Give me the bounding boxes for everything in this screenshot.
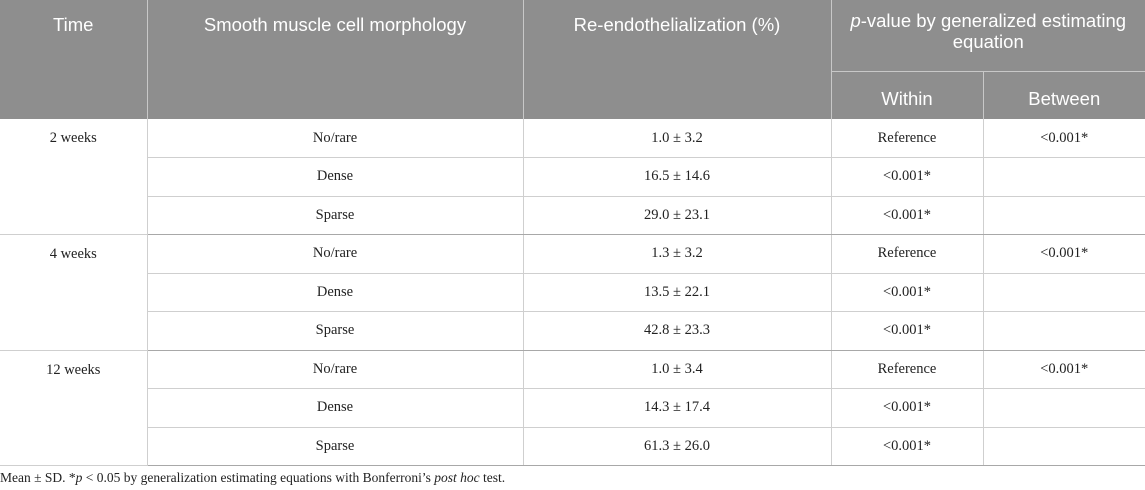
table-row: 2 weeks No/rare 1.0 ± 3.2 Reference <0.0… bbox=[0, 119, 1145, 235]
within-cell: <0.001* bbox=[831, 388, 984, 428]
between-cell bbox=[983, 388, 1145, 428]
within-cell: <0.001* bbox=[831, 311, 984, 351]
table-body: 2 weeks No/rare 1.0 ± 3.2 Reference <0.0… bbox=[0, 119, 1145, 466]
reendo-cell: 13.5 ± 22.1 bbox=[523, 273, 832, 312]
morphology-cell: No/rare bbox=[147, 234, 524, 274]
table-row: Sparse 61.3 ± 26.0 <0.001* bbox=[0, 427, 1145, 466]
time-cell: 2 weeks bbox=[0, 119, 148, 235]
footnote-text-3: test. bbox=[479, 470, 506, 485]
reendo-cell: 16.5 ± 14.6 bbox=[523, 157, 832, 197]
time-cell: 12 weeks bbox=[0, 350, 148, 466]
header-pvalue: p-value by generalized estimating equati… bbox=[831, 0, 1145, 72]
reendo-cell: 14.3 ± 17.4 bbox=[523, 388, 832, 428]
between-cell bbox=[983, 427, 1145, 466]
header-reendothelialization: Re-endothelialization (%) bbox=[523, 0, 832, 119]
table-row: Sparse 29.0 ± 23.1 <0.001* bbox=[0, 196, 1145, 235]
between-cell: <0.001* bbox=[983, 119, 1145, 158]
header-pvalue-p: p bbox=[850, 10, 861, 31]
morphology-cell: Dense bbox=[147, 388, 524, 428]
within-cell: <0.001* bbox=[831, 273, 984, 312]
table-row: 4 weeks No/rare 1.3 ± 3.2 Reference <0.0… bbox=[0, 234, 1145, 351]
footnote-p: p bbox=[75, 470, 83, 485]
header-within: Within bbox=[831, 71, 984, 119]
morphology-cell: Dense bbox=[147, 157, 524, 197]
reendo-cell: 29.0 ± 23.1 bbox=[523, 196, 832, 235]
morphology-cell: No/rare bbox=[147, 350, 524, 389]
table-row: Sparse 42.8 ± 23.3 <0.001* bbox=[0, 311, 1145, 351]
within-cell: Reference bbox=[831, 119, 984, 158]
results-table: Time Smooth muscle cell morphology Re-en… bbox=[0, 0, 1145, 466]
morphology-cell: Dense bbox=[147, 273, 524, 312]
within-cell: <0.001* bbox=[831, 427, 984, 466]
table-header: Time Smooth muscle cell morphology Re-en… bbox=[0, 0, 1145, 119]
between-cell bbox=[983, 311, 1145, 351]
header-morphology: Smooth muscle cell morphology bbox=[147, 0, 524, 119]
header-pvalue-text: -value by generalized estimating equatio… bbox=[860, 10, 1127, 52]
within-cell: Reference bbox=[831, 234, 984, 274]
footnote-text-2: < 0.05 by generalization estimating equa… bbox=[82, 470, 435, 485]
between-cell: <0.001* bbox=[983, 234, 1145, 274]
between-cell bbox=[983, 273, 1145, 312]
footnote-post-hoc: post hoc bbox=[434, 470, 480, 485]
within-cell: <0.001* bbox=[831, 196, 984, 235]
between-cell bbox=[983, 157, 1145, 197]
table-row: Dense 14.3 ± 17.4 <0.001* bbox=[0, 388, 1145, 428]
within-cell: <0.001* bbox=[831, 157, 984, 197]
morphology-cell: Sparse bbox=[147, 196, 524, 235]
between-cell bbox=[983, 196, 1145, 235]
reendo-cell: 42.8 ± 23.3 bbox=[523, 311, 832, 351]
reendo-cell: 1.0 ± 3.2 bbox=[523, 119, 832, 158]
reendo-cell: 61.3 ± 26.0 bbox=[523, 427, 832, 466]
header-between: Between bbox=[983, 71, 1145, 119]
within-cell: Reference bbox=[831, 350, 984, 389]
footnote-text-1: Mean ± SD. * bbox=[0, 470, 76, 485]
morphology-cell: No/rare bbox=[147, 119, 524, 158]
time-cell: 4 weeks bbox=[0, 234, 148, 351]
header-time: Time bbox=[0, 0, 148, 119]
table-row: 12 weeks No/rare 1.0 ± 3.4 Reference <0.… bbox=[0, 350, 1145, 466]
morphology-cell: Sparse bbox=[147, 311, 524, 351]
reendo-cell: 1.0 ± 3.4 bbox=[523, 350, 832, 389]
table-row: Dense 13.5 ± 22.1 <0.001* bbox=[0, 273, 1145, 312]
between-cell: <0.001* bbox=[983, 350, 1145, 389]
morphology-cell: Sparse bbox=[147, 427, 524, 466]
table-footnote: Mean ± SD. *p < 0.05 by generalization e… bbox=[0, 470, 505, 486]
reendo-cell: 1.3 ± 3.2 bbox=[523, 234, 832, 274]
table-row: Dense 16.5 ± 14.6 <0.001* bbox=[0, 157, 1145, 197]
